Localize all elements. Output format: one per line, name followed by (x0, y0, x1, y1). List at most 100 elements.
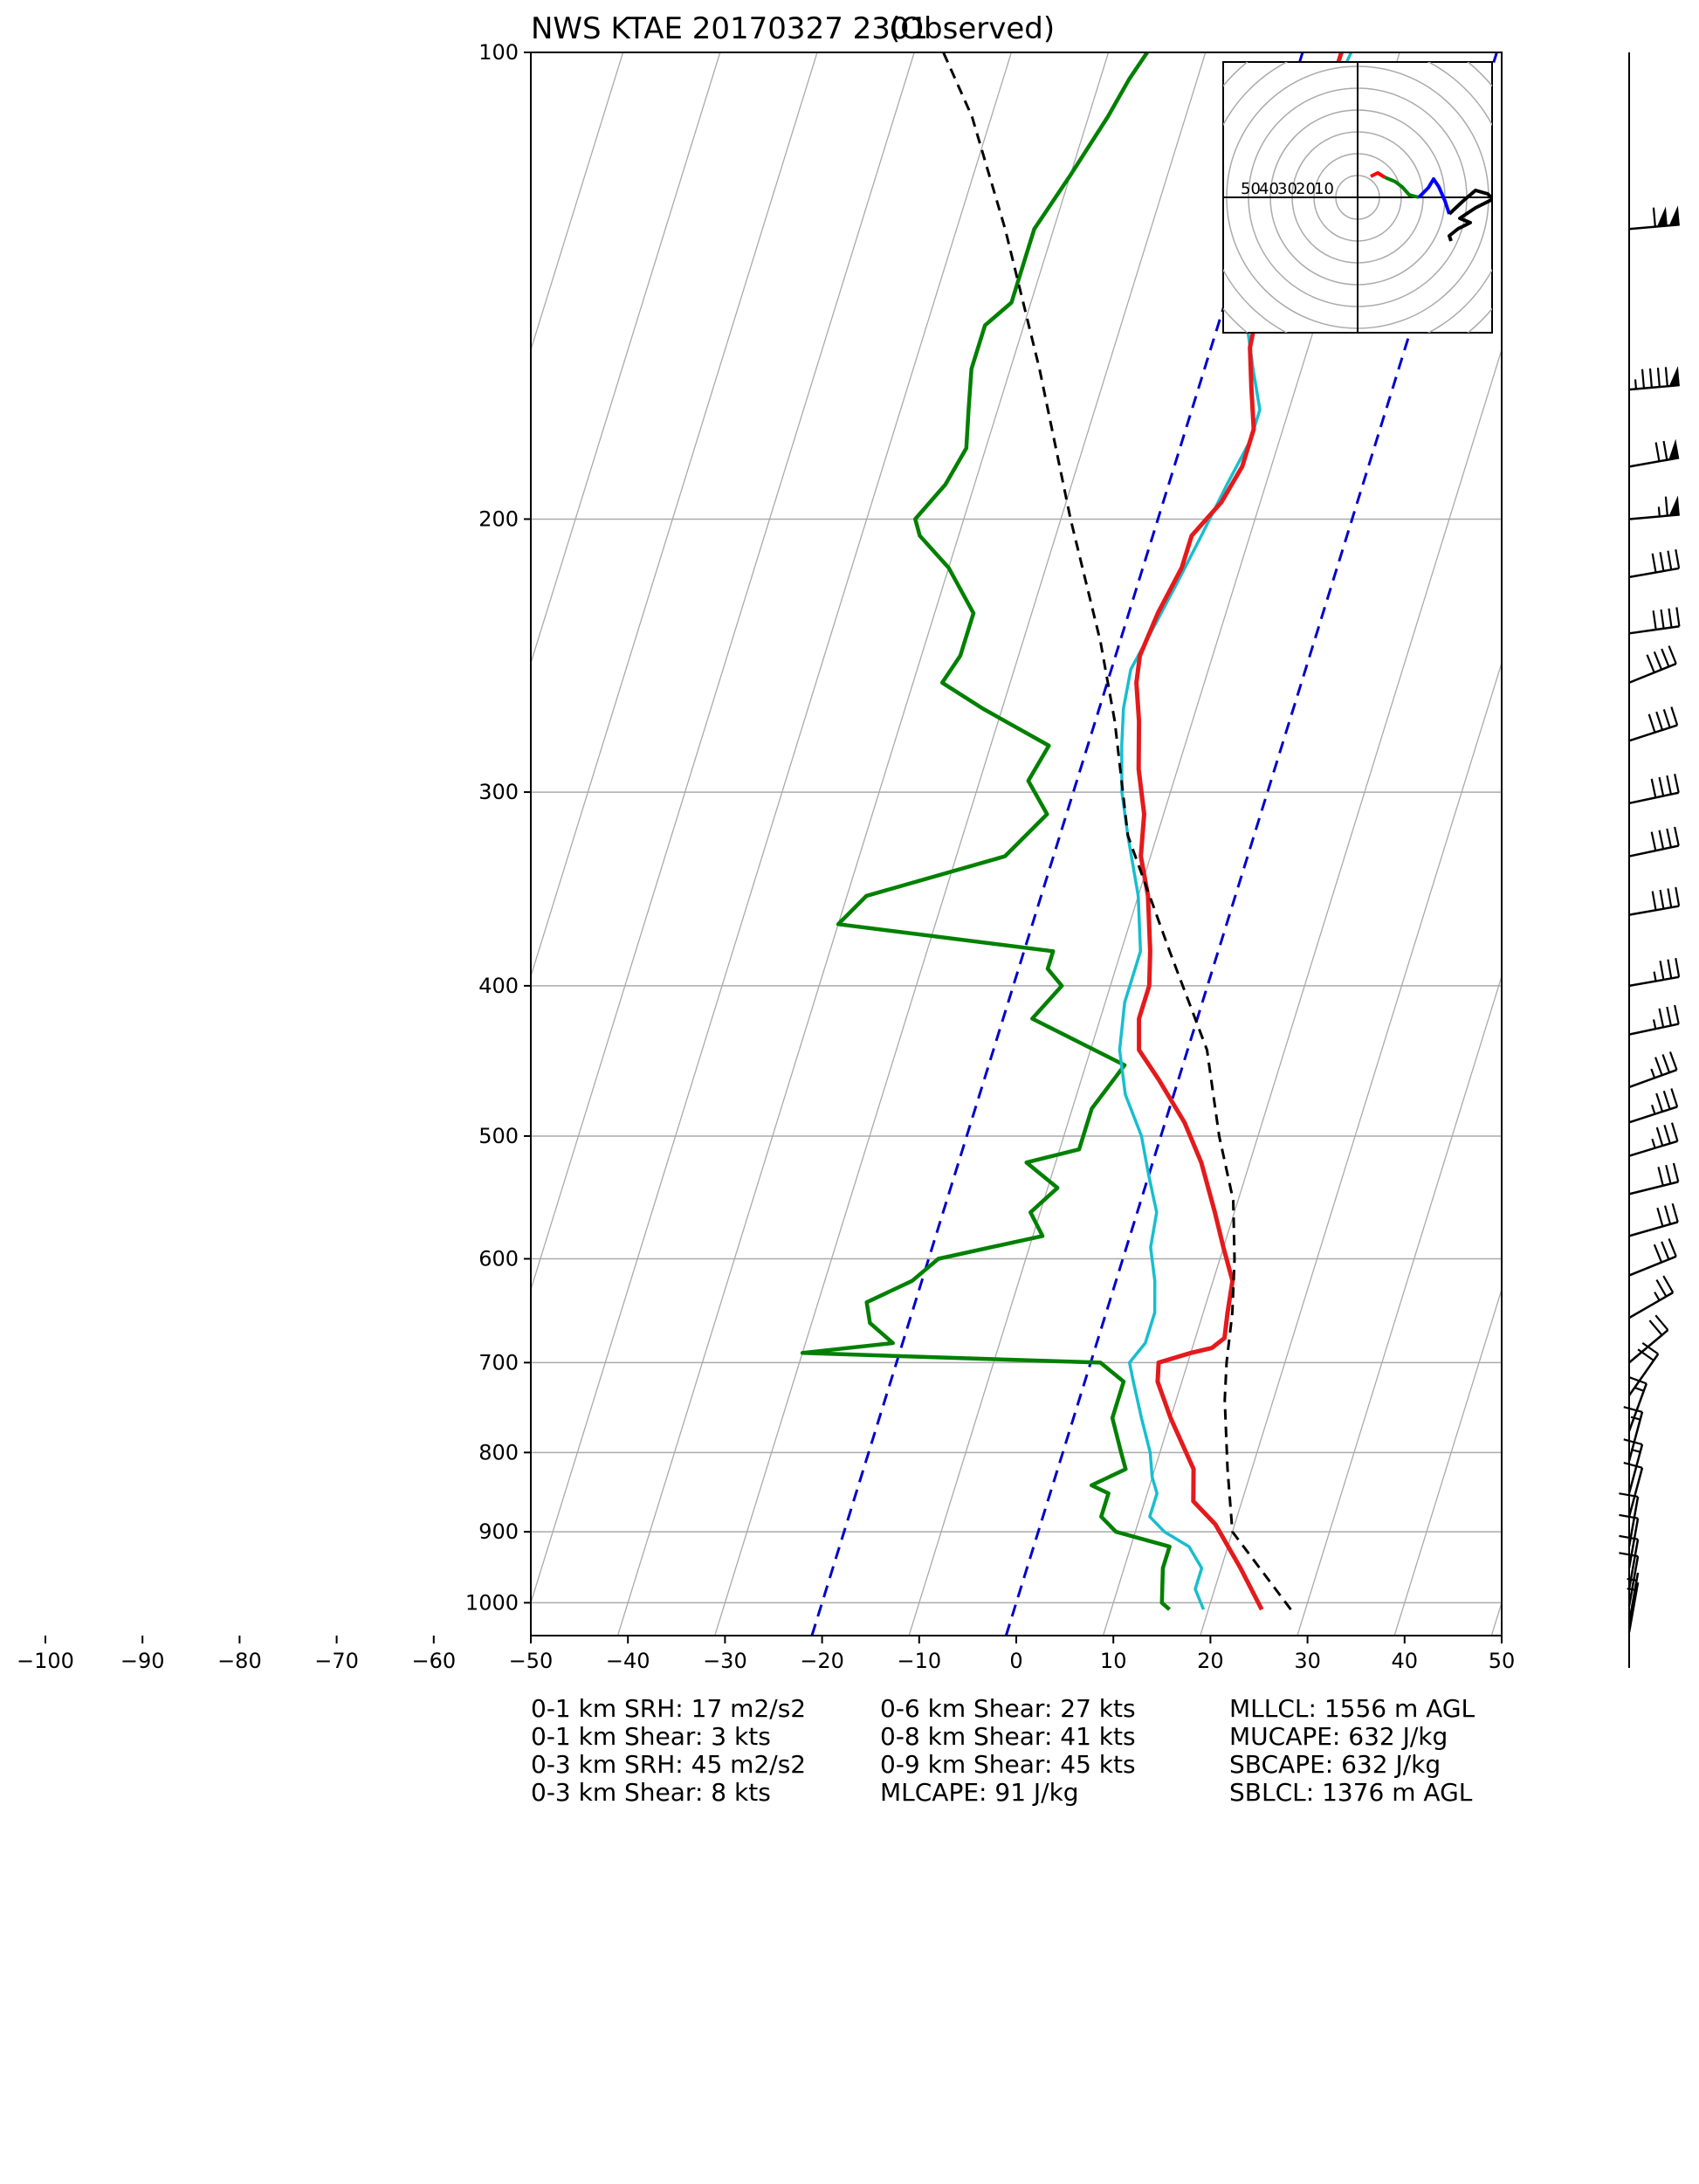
wind-barb-full (1662, 1275, 1675, 1293)
wind-barb-full (1627, 1375, 1647, 1385)
temperature-axis: −100 −90 −80 −70 −60 −50 −40 −30 −20 −10 0 10 20 30 40… (17, 1636, 1515, 1673)
wind-barb-130 (1628, 205, 1680, 231)
wind-barb-half (1657, 506, 1661, 517)
pressure-axis: 100 200 300 400 500 600 700 800 900 1000 (465, 40, 531, 1615)
wind-barb-full (1655, 1279, 1668, 1298)
wind-barb-full (1653, 651, 1663, 671)
wind-barb-full (1619, 1513, 1639, 1519)
wind-barbs (1619, 52, 1681, 1668)
x-tick-label-0: 0 (1009, 1649, 1022, 1673)
wind-barb-staff (1628, 1106, 1678, 1124)
wind-barb-full (1641, 369, 1646, 389)
isotherm--100 (35, 52, 526, 1636)
wind-barb-staff (1628, 844, 1679, 858)
wind-barb-full (1666, 775, 1673, 795)
wind-barb-staff (1628, 662, 1677, 684)
isotherm--120 (0, 52, 332, 1636)
wind-barb-full (1668, 1238, 1677, 1257)
wind-barb-full (1659, 552, 1665, 572)
isotherm--90 (531, 52, 624, 352)
y-tick-label-100: 100 (478, 40, 519, 65)
wind-barb-full (1641, 1341, 1659, 1355)
isotherm--140 (0, 52, 138, 1636)
x-tick-label--10: −10 (897, 1649, 941, 1673)
hodograph-segment-3 (1448, 189, 1492, 242)
wind-barb-full (1661, 1054, 1671, 1073)
stat-shear-03: 0-3 km Shear: 8 kts (531, 1778, 771, 1807)
wind-barb-staff (1627, 1539, 1640, 1590)
wind-barb-490 (1628, 1088, 1679, 1124)
wind-barb-full (1668, 608, 1673, 628)
y-tick-label-1000: 1000 (465, 1590, 519, 1615)
wind-barb-staff (1628, 513, 1680, 520)
wind-barb-1045 (1627, 1581, 1640, 1633)
wind-barb-950 (1619, 1513, 1640, 1569)
wind-barb-200 (1628, 495, 1680, 520)
wind-barb-255 (1628, 645, 1677, 684)
wind-barb-360 (1628, 886, 1681, 916)
stat-srh-01: 0-1 km SRH: 17 m2/s2 (531, 1694, 806, 1723)
hodograph-ring-label-10: 10 (1314, 180, 1334, 198)
wind-barb-full (1674, 826, 1680, 846)
x-tick-label-50: 50 (1489, 1649, 1516, 1673)
wind-barb-615 (1628, 1238, 1677, 1277)
x-tick-label--80: −80 (217, 1649, 262, 1673)
y-tick-label-500: 500 (478, 1124, 519, 1148)
wind-barb-237 (1628, 607, 1681, 635)
hodograph-ring-label-20: 20 (1296, 180, 1316, 198)
wind-barb-full (1668, 645, 1677, 665)
y-tick-label-800: 800 (478, 1440, 519, 1464)
stat-srh-03: 0-3 km SRH: 45 m2/s2 (531, 1750, 806, 1779)
wind-barb-full (1655, 711, 1664, 731)
wind-barb-full (1651, 891, 1657, 911)
wind-barb-half (1653, 971, 1657, 982)
x-tick-label--50: −50 (509, 1649, 554, 1673)
x-tick-label-40: 40 (1392, 1649, 1419, 1673)
parcel-line (942, 52, 1292, 1611)
wind-barb-850 (1623, 1438, 1644, 1494)
wind-barb-218 (1628, 548, 1681, 579)
stat-mllcl: MLLCL: 1556 m AGL (1229, 1694, 1475, 1723)
isotherm-40 (1393, 1287, 1502, 1636)
wind-barb-full (1670, 706, 1679, 726)
wind-barb-full (1661, 1241, 1670, 1260)
wind-barb-half (1634, 379, 1638, 389)
wind-barb-515 (1628, 1122, 1679, 1157)
hodograph-ring-label-30: 30 (1277, 180, 1297, 198)
x-tick-label-30: 30 (1294, 1649, 1321, 1673)
wind-barb-half (1627, 1577, 1637, 1581)
wind-barb-735 (1627, 1341, 1660, 1396)
hodograph-ring-label-50: 50 (1241, 180, 1261, 198)
x-tick-label--90: −90 (120, 1649, 165, 1673)
wind-barb-flag (1668, 205, 1680, 226)
wind-barb-full (1619, 1552, 1639, 1558)
gridlines (0, 52, 1502, 1636)
wind-barb-half (1651, 1104, 1656, 1115)
isotherm--40 (616, 52, 1110, 1636)
wind-barb-staff (1628, 567, 1680, 579)
y-tick-label-200: 200 (478, 506, 519, 531)
x-tick-label--20: −20 (800, 1649, 844, 1673)
isotherm--110 (0, 52, 429, 1636)
y-tick-label-900: 900 (478, 1519, 519, 1544)
y-tick-label-300: 300 (478, 780, 519, 804)
wind-barb-full (1654, 442, 1661, 462)
wind-barb-half (1627, 1588, 1637, 1592)
hodograph-segment-1 (1384, 176, 1420, 199)
wind-barb-full (1646, 654, 1655, 673)
dewpoint-line (800, 52, 1172, 1611)
wind-barb-full (1661, 648, 1670, 667)
hodograph-segment-2 (1417, 177, 1451, 215)
wind-barb-full (1655, 1092, 1664, 1113)
y-tick-label-700: 700 (478, 1350, 519, 1374)
wind-barb-half (1651, 1138, 1656, 1148)
wind-barb-staff (1628, 1023, 1679, 1036)
isotherm--150 (0, 52, 40, 1636)
wind-barb-880 (1623, 1462, 1644, 1518)
x-tick-label--100: −100 (17, 1649, 74, 1673)
wind-barb-full (1658, 1008, 1665, 1028)
wind-barb-full (1652, 610, 1657, 630)
wind-barb-full (1653, 1244, 1663, 1263)
isotherm-20 (1200, 661, 1502, 1636)
wind-barb-full (1667, 550, 1673, 570)
